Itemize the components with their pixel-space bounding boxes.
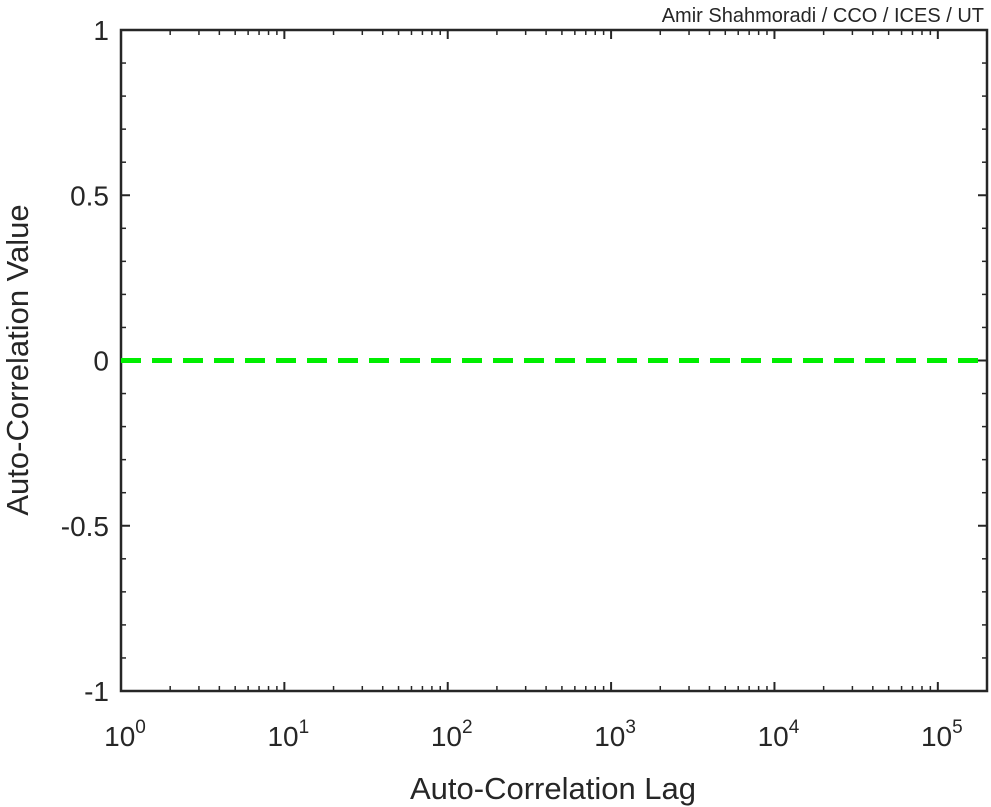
x-tick-label: 102 [431,717,473,752]
x-tick-label: 100 [104,717,146,752]
x-tick-label: 101 [267,717,309,752]
x-tick-label: 103 [594,717,636,752]
y-tick-label: 1 [93,15,109,46]
y-tick-label: 0.5 [70,180,109,211]
plot-area: 1 0.5 0 -0.5 -1 100 101 102 103 104 105 [61,15,989,752]
y-tick-label: -0.5 [61,511,109,542]
y-tick-label: 0 [93,346,109,377]
x-tick-label: 104 [758,717,800,752]
credit-text: Amir Shahmoradi / CCO / ICES / UT [662,5,984,27]
x-tick-label: 105 [921,717,963,752]
y-tick-label: -1 [84,676,109,707]
x-axis-label: Auto-Correlation Lag [410,771,696,806]
y-axis-label: Auto-Correlation Value [0,204,35,515]
